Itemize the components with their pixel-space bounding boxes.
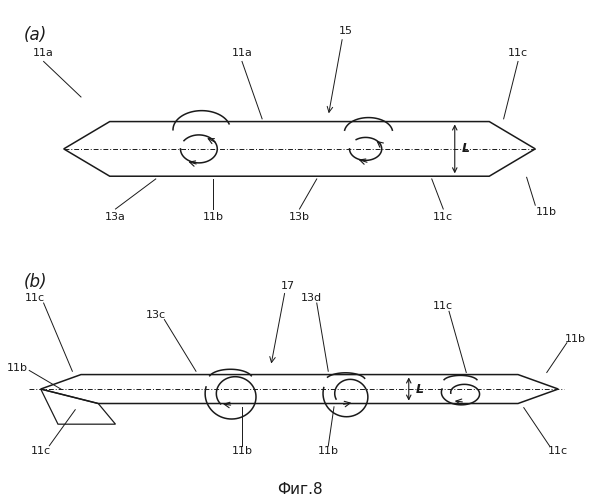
Text: 11b: 11b (7, 364, 28, 374)
Text: 11c: 11c (548, 446, 568, 456)
Text: 13c: 13c (146, 310, 166, 320)
Text: 13b: 13b (289, 212, 310, 222)
Text: 13d: 13d (301, 293, 322, 303)
Text: 11b: 11b (202, 212, 224, 222)
Text: 11b: 11b (536, 206, 557, 216)
Text: Фиг.8: Фиг.8 (277, 482, 322, 498)
Text: 15: 15 (338, 26, 352, 36)
Text: L: L (462, 142, 470, 156)
Text: 17: 17 (281, 280, 295, 290)
Text: 13a: 13a (105, 212, 126, 222)
Text: 11c: 11c (31, 446, 51, 456)
Text: (a): (a) (23, 26, 47, 44)
Text: 11c: 11c (433, 302, 453, 312)
Text: (b): (b) (23, 274, 47, 291)
Text: 11c: 11c (433, 212, 453, 222)
Text: 11c: 11c (508, 48, 528, 58)
Text: L: L (416, 382, 423, 396)
Text: 11c: 11c (25, 293, 45, 303)
Text: 11a: 11a (232, 48, 252, 58)
Text: 11a: 11a (33, 48, 54, 58)
Text: 11b: 11b (317, 446, 339, 456)
Text: 11b: 11b (565, 334, 586, 344)
Text: 11b: 11b (231, 446, 253, 456)
